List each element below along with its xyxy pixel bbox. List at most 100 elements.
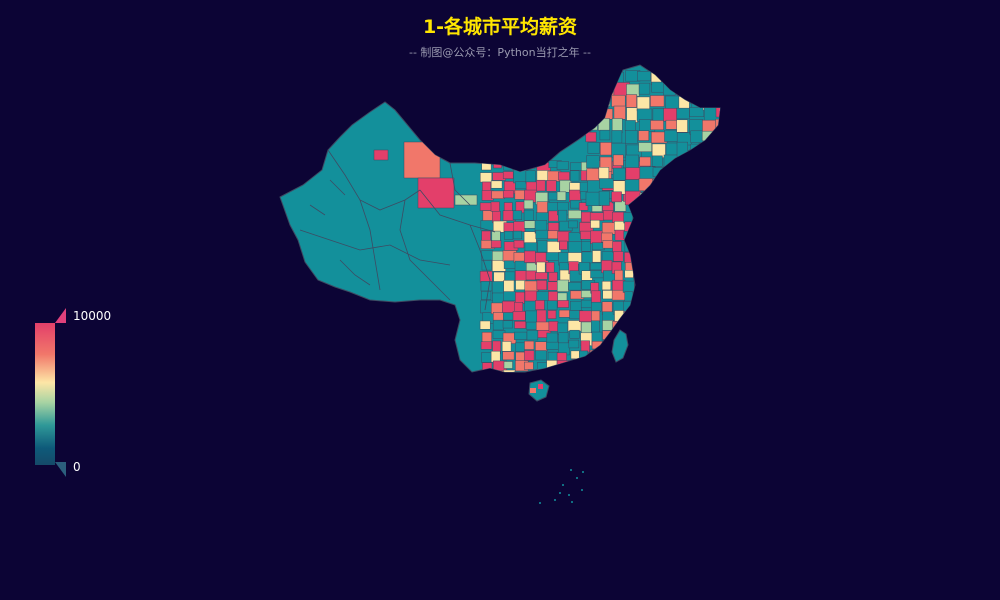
city-region[interactable] — [715, 132, 731, 144]
city-region[interactable] — [548, 321, 559, 332]
city-region[interactable] — [636, 210, 649, 223]
city-region[interactable] — [503, 291, 516, 302]
city-region[interactable] — [592, 250, 602, 263]
city-region[interactable] — [691, 95, 705, 109]
city-region[interactable] — [523, 231, 537, 244]
city-region[interactable] — [704, 82, 717, 94]
hainan-region[interactable] — [528, 379, 550, 402]
city-region[interactable] — [502, 300, 517, 313]
city-region[interactable] — [585, 84, 601, 98]
city-region[interactable] — [586, 117, 598, 131]
city-region[interactable] — [580, 359, 594, 370]
city-region[interactable] — [704, 155, 719, 166]
city-region[interactable] — [603, 210, 614, 221]
china-mainland[interactable] — [279, 64, 733, 386]
city-region[interactable] — [599, 178, 614, 189]
city-region[interactable] — [580, 230, 593, 240]
city-region[interactable] — [665, 70, 678, 83]
city-region[interactable] — [624, 352, 634, 366]
city-region[interactable] — [689, 107, 705, 117]
city-region[interactable] — [598, 190, 610, 206]
city-region[interactable] — [676, 191, 693, 202]
city-region[interactable] — [578, 202, 589, 211]
city-region[interactable] — [524, 220, 536, 229]
city-region[interactable] — [678, 177, 692, 191]
city-region[interactable] — [524, 361, 534, 370]
city-region[interactable] — [586, 168, 600, 182]
visual-map-legend[interactable]: 10000 0 — [33, 308, 153, 478]
city-region[interactable] — [524, 250, 536, 263]
city-region[interactable] — [568, 360, 578, 370]
city-region[interactable] — [663, 190, 678, 201]
city-region[interactable] — [490, 201, 500, 212]
city-region[interactable] — [547, 230, 559, 240]
city-region[interactable] — [567, 320, 582, 332]
city-region[interactable] — [635, 262, 650, 271]
city-region[interactable] — [504, 230, 514, 240]
city-region[interactable] — [501, 341, 512, 352]
city-region[interactable] — [515, 291, 525, 304]
city-region[interactable] — [613, 105, 626, 120]
city-region[interactable] — [579, 310, 594, 322]
city-region[interactable] — [625, 167, 641, 180]
city-region[interactable] — [479, 270, 493, 283]
city-region[interactable] — [676, 107, 690, 120]
city-region[interactable] — [580, 340, 590, 353]
city-region[interactable] — [599, 129, 611, 141]
city-region[interactable] — [601, 222, 617, 235]
city-region[interactable] — [650, 95, 665, 107]
city-region[interactable] — [591, 301, 602, 312]
city-region[interactable] — [633, 201, 644, 214]
city-region[interactable] — [651, 143, 666, 158]
city-region[interactable] — [635, 280, 649, 290]
city-region[interactable] — [493, 370, 504, 381]
city-region[interactable] — [524, 371, 535, 382]
color-gradient-bar[interactable] — [35, 323, 55, 465]
city-region[interactable] — [373, 149, 389, 161]
city-region[interactable] — [716, 83, 729, 99]
city-region[interactable] — [482, 210, 494, 222]
city-region[interactable] — [665, 119, 678, 130]
city-region[interactable] — [678, 156, 693, 168]
city-region[interactable] — [403, 141, 441, 179]
city-region[interactable] — [634, 340, 648, 350]
city-region[interactable] — [454, 194, 478, 206]
city-region[interactable] — [568, 220, 578, 229]
city-region[interactable] — [614, 370, 627, 383]
city-region[interactable] — [636, 269, 649, 280]
city-region[interactable] — [623, 371, 634, 378]
city-region[interactable] — [556, 161, 569, 170]
min-handle[interactable] — [55, 462, 66, 477]
city-region[interactable] — [559, 240, 568, 250]
city-region[interactable] — [502, 171, 514, 179]
city-region[interactable] — [638, 142, 652, 153]
city-region[interactable] — [716, 155, 731, 168]
city-region[interactable] — [536, 261, 546, 274]
city-region[interactable] — [689, 84, 701, 95]
city-region[interactable] — [663, 108, 677, 122]
city-region[interactable] — [704, 167, 719, 183]
city-region[interactable] — [717, 70, 733, 81]
city-region[interactable] — [568, 282, 582, 291]
city-region[interactable] — [591, 310, 601, 323]
city-region[interactable] — [417, 177, 455, 209]
city-region[interactable] — [515, 270, 528, 281]
city-region[interactable] — [587, 107, 599, 118]
city-region[interactable] — [602, 370, 615, 379]
city-region[interactable] — [502, 320, 513, 329]
city-region[interactable] — [514, 321, 527, 329]
city-region[interactable] — [479, 320, 491, 330]
city-region[interactable] — [602, 320, 614, 331]
city-region[interactable] — [715, 180, 727, 196]
city-region[interactable] — [513, 230, 523, 240]
city-region[interactable] — [614, 269, 624, 282]
hainan-city-region[interactable] — [530, 388, 536, 393]
city-region[interactable] — [591, 320, 600, 334]
city-region[interactable] — [600, 142, 612, 156]
city-region[interactable] — [504, 271, 516, 282]
city-region[interactable] — [535, 350, 547, 361]
city-region[interactable] — [569, 329, 580, 339]
city-region[interactable] — [626, 94, 637, 108]
city-region[interactable] — [502, 351, 515, 361]
